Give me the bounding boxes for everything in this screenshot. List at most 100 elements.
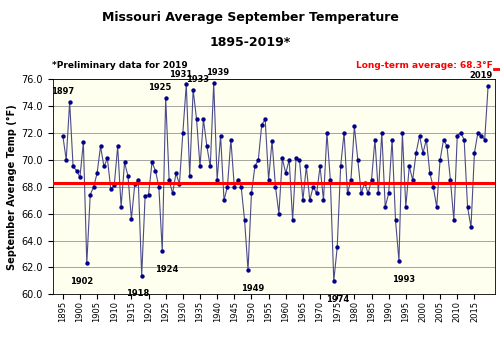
Point <box>430 184 438 190</box>
Point <box>96 144 104 149</box>
Point <box>316 164 324 169</box>
Point <box>86 192 94 197</box>
Point <box>470 150 478 156</box>
Point <box>120 159 128 165</box>
Point <box>402 204 410 210</box>
Point <box>93 170 101 176</box>
Point <box>398 130 406 136</box>
Point <box>268 138 276 144</box>
Point <box>244 267 252 273</box>
Point <box>155 184 163 190</box>
Point <box>350 123 358 129</box>
Y-axis label: September Average Temp (°F): September Average Temp (°F) <box>7 104 17 270</box>
Text: 1924: 1924 <box>154 265 178 274</box>
Point <box>258 122 266 128</box>
Point <box>80 139 88 145</box>
Point <box>320 197 328 203</box>
Point <box>179 130 187 136</box>
Point <box>203 144 211 149</box>
Point <box>347 177 355 183</box>
Point <box>196 164 204 169</box>
Text: 1939: 1939 <box>206 69 230 78</box>
Point <box>138 273 145 279</box>
Point <box>344 191 351 196</box>
Point <box>110 182 118 188</box>
Point <box>292 155 300 161</box>
Point <box>237 184 245 190</box>
Point <box>186 173 194 179</box>
Point <box>76 174 84 180</box>
Point <box>141 193 149 199</box>
Text: 1949: 1949 <box>240 284 264 293</box>
Point <box>83 261 91 266</box>
Point <box>302 164 310 169</box>
Point <box>416 133 424 139</box>
Text: 1895-2019*: 1895-2019* <box>210 36 290 49</box>
Point <box>456 130 464 136</box>
Point <box>162 95 170 101</box>
Point <box>357 191 365 196</box>
Point <box>299 197 307 203</box>
Point <box>124 173 132 179</box>
Point <box>189 87 197 93</box>
Point <box>282 170 290 176</box>
Point <box>100 164 108 169</box>
Text: Missouri Average September Temperature: Missouri Average September Temperature <box>102 11 399 24</box>
Point <box>371 137 379 143</box>
Point <box>312 191 320 196</box>
Point <box>278 155 286 161</box>
Point <box>460 137 468 143</box>
Point <box>254 157 262 163</box>
Point <box>330 278 338 284</box>
Point <box>478 133 486 139</box>
Point <box>296 157 304 163</box>
Point <box>230 184 238 190</box>
Point <box>104 155 112 161</box>
Point <box>440 137 448 143</box>
Point <box>210 80 218 86</box>
Point <box>484 83 492 89</box>
Point <box>90 184 98 190</box>
Point <box>450 218 458 223</box>
Point <box>251 164 259 169</box>
Text: Long-term average: 68.3°F: Long-term average: 68.3°F <box>356 61 492 70</box>
Point <box>480 137 488 143</box>
Point <box>59 133 67 139</box>
Point <box>384 191 392 196</box>
Point <box>474 130 482 136</box>
Text: 1993: 1993 <box>392 275 414 284</box>
Point <box>405 164 413 169</box>
Point <box>165 177 173 183</box>
Point <box>326 177 334 183</box>
Point <box>224 184 232 190</box>
Point <box>176 181 184 187</box>
Point <box>340 130 348 136</box>
Point <box>248 191 256 196</box>
Text: 1931: 1931 <box>169 70 192 79</box>
Point <box>182 81 190 87</box>
Point <box>107 187 115 192</box>
Point <box>426 170 434 176</box>
Point <box>309 184 317 190</box>
Point <box>388 137 396 143</box>
Point <box>333 244 341 250</box>
Point <box>69 164 77 169</box>
Point <box>408 177 416 183</box>
Point <box>432 204 440 210</box>
Point <box>134 177 142 183</box>
Text: 2019: 2019 <box>470 71 493 80</box>
Point <box>354 157 362 163</box>
Point <box>128 216 136 222</box>
Point <box>467 224 475 230</box>
Point <box>364 191 372 196</box>
Point <box>216 133 224 139</box>
Point <box>412 150 420 156</box>
Point <box>131 181 139 187</box>
Point <box>323 130 331 136</box>
Point <box>264 177 272 183</box>
Point <box>436 157 444 163</box>
Point <box>192 116 200 122</box>
Point <box>117 204 125 210</box>
Point <box>368 177 376 183</box>
Text: *Preliminary data for 2019: *Preliminary data for 2019 <box>52 61 188 70</box>
